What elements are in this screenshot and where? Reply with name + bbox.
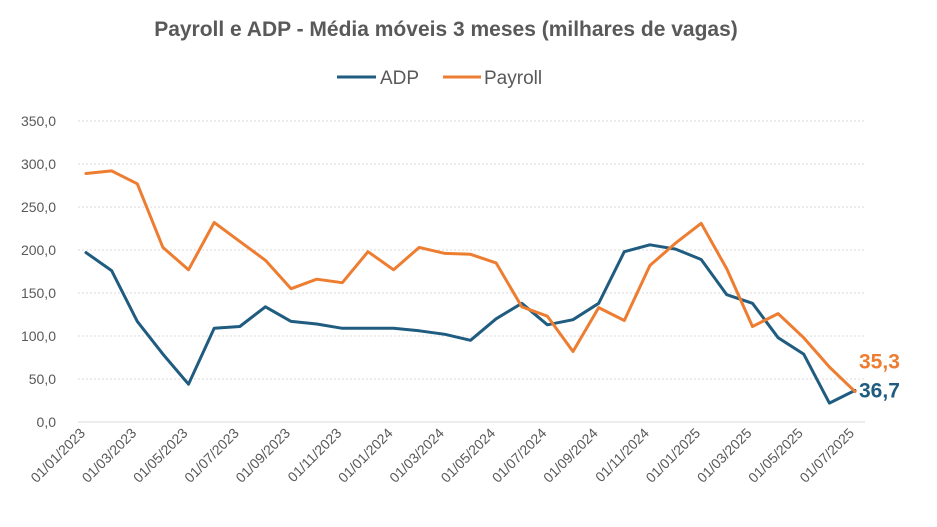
x-axis-ticks: 01/01/202301/03/202301/05/202301/07/2023… [27, 425, 857, 486]
series-lines [84, 169, 857, 405]
x-tick-label: 01/01/2024 [335, 425, 396, 486]
x-tick-label: 01/01/2025 [642, 425, 703, 486]
y-tick-label: 150,0 [21, 285, 56, 301]
x-tick-label: 01/05/2023 [130, 425, 191, 486]
y-tick-label: 350,0 [21, 113, 56, 129]
y-tick-label: 300,0 [21, 156, 56, 172]
legend-payroll-label: Payroll [484, 68, 542, 89]
x-tick-label: 01/09/2023 [232, 425, 293, 486]
series-line-adp [84, 243, 857, 405]
y-tick-label: 100,0 [21, 328, 56, 344]
x-tick-label: 01/03/2024 [386, 425, 447, 486]
x-tick-label: 01/05/2025 [745, 425, 806, 486]
x-tick-label: 01/05/2024 [437, 425, 498, 486]
end-label-adp: 36,7 [859, 379, 900, 402]
y-tick-label: 250,0 [21, 199, 56, 215]
x-tick-label: 01/07/2025 [796, 425, 857, 486]
end-labels: 36,7 35,3 [859, 351, 900, 403]
x-tick-label: 01/07/2024 [489, 425, 550, 486]
x-tick-label: 01/01/2023 [27, 425, 88, 486]
gridlines [78, 120, 865, 423]
y-axis-ticks: 0,0 50,0 100,0 150,0 200,0 250,0 300,0 350,0 [21, 113, 56, 430]
legend: ADP Payroll [337, 68, 542, 89]
y-tick-label: 0,0 [37, 414, 57, 430]
x-tick-label: 01/03/2023 [79, 425, 140, 486]
y-tick-label: 50,0 [29, 371, 56, 387]
x-tick-label: 01/07/2023 [181, 425, 242, 486]
x-tick-label: 01/09/2024 [540, 425, 601, 486]
end-label-payroll: 35,3 [859, 351, 900, 374]
y-tick-label: 200,0 [21, 242, 56, 258]
series-line-payroll [84, 169, 857, 394]
x-tick-label: 01/03/2025 [694, 425, 755, 486]
legend-adp-label: ADP [380, 68, 419, 89]
chart-title: Payroll e ADP - Média móveis 3 meses (mi… [154, 18, 738, 41]
